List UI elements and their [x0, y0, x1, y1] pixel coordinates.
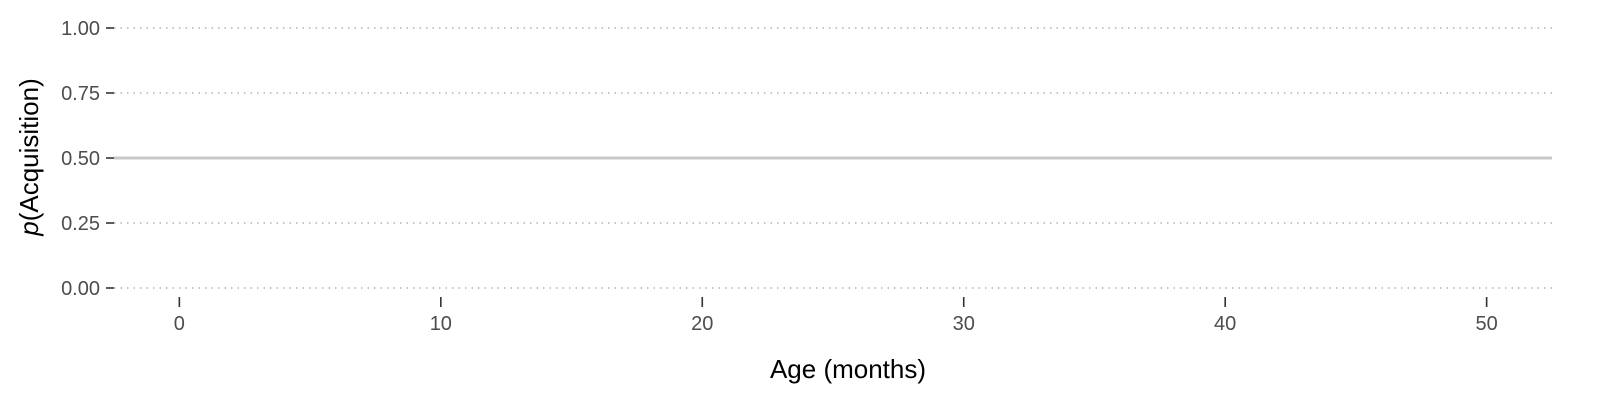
y-tick-label: 0.00 — [61, 278, 100, 300]
x-tick-label: 10 — [430, 313, 452, 335]
x-tick-label: 0 — [174, 313, 185, 335]
x-tick-label: 40 — [1214, 313, 1236, 335]
x-axis-title: Age (months) — [770, 354, 926, 384]
y-axis-title-text: (Acquisition) — [14, 78, 44, 221]
x-axis: 0 10 20 30 40 50 — [174, 297, 1498, 335]
x-tick-label: 20 — [691, 313, 713, 335]
x-tick-label: 50 — [1476, 313, 1498, 335]
y-tick-label: 0.75 — [61, 83, 100, 105]
y-axis-title: p(Acquisition) — [14, 78, 44, 237]
y-axis-title-italic: p — [14, 221, 44, 236]
y-tick-label: 1.00 — [61, 18, 100, 40]
x-tick-label: 30 — [953, 313, 975, 335]
y-tick-label: 0.50 — [61, 148, 100, 170]
y-tick-label: 0.25 — [61, 213, 100, 235]
y-axis: 0.00 0.25 0.50 0.75 1.00 — [61, 18, 114, 300]
